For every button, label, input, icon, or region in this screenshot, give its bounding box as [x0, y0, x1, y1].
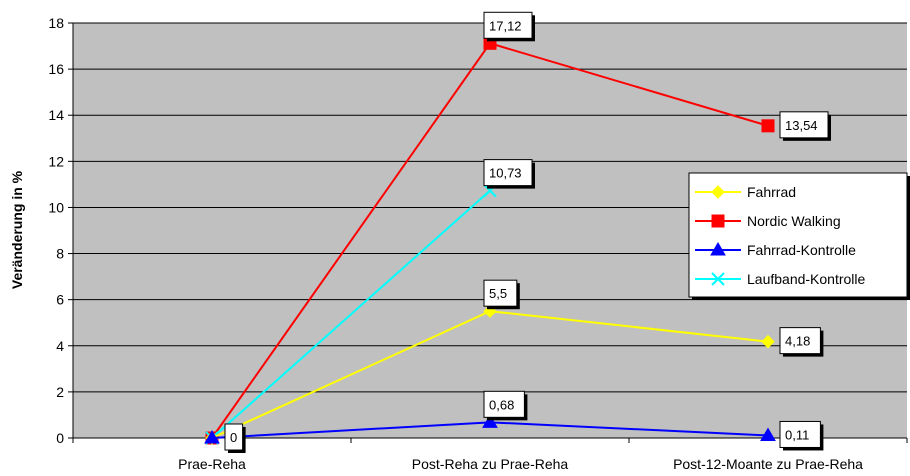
- y-tick-label: 10: [48, 199, 64, 215]
- x-tick-label: Post-12-Moante zu Prae-Reha: [673, 456, 863, 472]
- legend-label: Nordic Walking: [747, 213, 841, 229]
- data-point: [482, 414, 498, 428]
- data-label: 0,11: [779, 420, 824, 451]
- data-label-box: [483, 159, 533, 187]
- x-tick-label: Post-Reha zu Prae-Reha: [412, 456, 569, 472]
- y-tick-label: 8: [56, 246, 64, 262]
- legend-marker: [711, 214, 725, 228]
- data-label-text: 13,54: [785, 118, 818, 133]
- legend-entry: Fahrrad: [695, 184, 796, 200]
- y-tick-label: 6: [56, 292, 64, 308]
- legend-marker: [711, 185, 725, 199]
- legend-entry: Laufband-Kontrolle: [695, 271, 866, 287]
- legend-label: Fahrrad: [747, 184, 796, 200]
- y-axis-title: Veränderung in %: [9, 170, 25, 289]
- data-label-text: 0: [230, 430, 237, 445]
- data-label: 10,73: [483, 159, 535, 189]
- data-label-box: [483, 11, 533, 39]
- series-lines: [204, 36, 776, 445]
- data-labels: 5,5 4,18 17,12 13,54 0 0,68 0,11 10,73: [224, 11, 831, 453]
- y-tick-label: 12: [48, 153, 64, 169]
- legend-label: Fahrrad-Kontrolle: [747, 242, 856, 258]
- data-label-box: [483, 279, 518, 307]
- legend-box: [688, 172, 908, 298]
- x-tick-label: Prae-Reha: [178, 456, 246, 472]
- data-label-box: [779, 327, 821, 355]
- y-tick-label: 18: [48, 15, 64, 31]
- data-point: [204, 430, 220, 444]
- data-label-text: 5,5: [489, 286, 507, 301]
- y-tick-label: 2: [56, 384, 64, 400]
- y-tick-label: 0: [56, 430, 64, 446]
- data-label-box: [483, 390, 525, 418]
- data-label-box: [779, 111, 829, 139]
- data-label: 13,54: [779, 111, 831, 141]
- y-tick-label: 4: [56, 338, 64, 354]
- legend: Fahrrad Nordic Walking Fahrrad-Kontrolle La…: [688, 172, 910, 300]
- data-label-text: 4,18: [785, 334, 810, 349]
- data-point: [760, 427, 776, 441]
- data-label: 5,5: [483, 279, 520, 310]
- data-label: 0: [224, 423, 246, 453]
- data-label-text: 0,11: [785, 427, 809, 442]
- data-label: 4,18: [779, 327, 824, 357]
- legend-entry: Nordic Walking: [695, 213, 841, 229]
- series-line-laufband-kontrolle: [211, 189, 491, 439]
- data-label: 17,12: [483, 11, 535, 42]
- data-point: [761, 119, 775, 133]
- legend-marker: [710, 242, 726, 256]
- marker-stroke: [711, 272, 725, 286]
- y-tick-label: 14: [48, 107, 64, 123]
- axes: 0 2 4 6 8 10 12 14 16 18 Prae-Reha Post-Reha zu Pra…: [48, 15, 908, 472]
- data-label-text: 17,12: [489, 18, 522, 33]
- legend-label: Laufband-Kontrolle: [747, 271, 866, 287]
- legend-entry: Fahrrad-Kontrolle: [695, 242, 856, 258]
- data-label: 0,68: [483, 390, 528, 421]
- legend-marker: [711, 272, 725, 286]
- data-label-text: 0,68: [489, 397, 514, 412]
- data-label-box: [224, 423, 244, 451]
- y-tick-label: 16: [48, 61, 64, 77]
- data-label-box: [779, 420, 821, 448]
- data-point: [761, 334, 775, 349]
- data-label-text: 10,73: [489, 166, 522, 181]
